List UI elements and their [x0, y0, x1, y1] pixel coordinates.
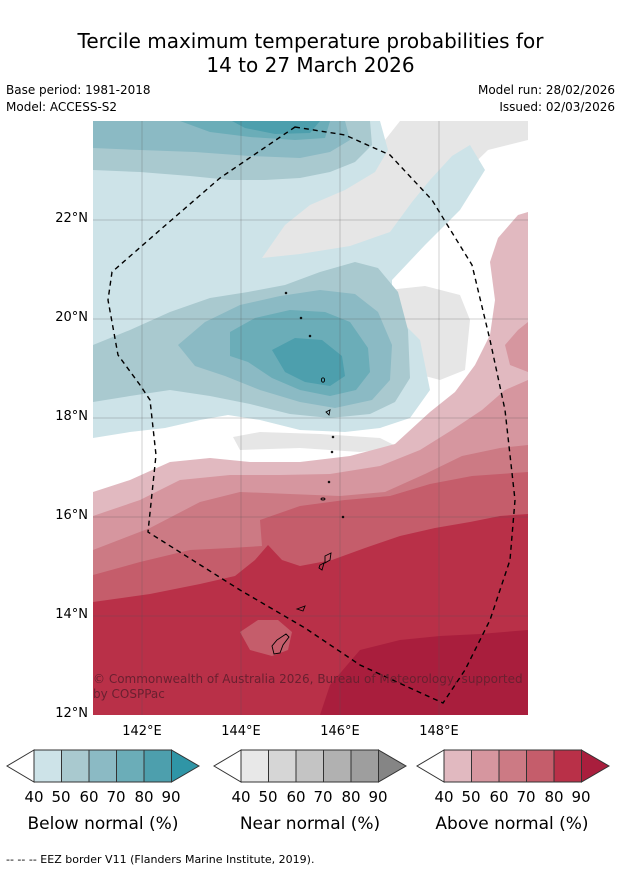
cbar-above-tick: 50: [461, 788, 481, 806]
lon-label-148e: 148°E: [419, 724, 459, 739]
islands: [271, 291, 345, 655]
cbar-above-tick: 80: [544, 788, 564, 806]
chart-title-line2: 14 to 27 March 2026: [206, 53, 415, 77]
lat-label-14n: 14°N: [55, 607, 88, 622]
cbar-near-tick: 40: [231, 788, 251, 806]
cbar-near-tick: 70: [313, 788, 333, 806]
colorbar-below-under-arrow: [6, 749, 35, 783]
colorbar-above-over-arrow: [581, 749, 610, 783]
colorbar-near-over-arrow: [378, 749, 407, 783]
colorbar-near-under-arrow: [213, 749, 242, 783]
below-normal-70: [180, 121, 370, 396]
colorbar-above-swatch-1: [471, 749, 500, 783]
cbar-above-title: Above normal (%): [435, 814, 589, 834]
issued-date: Issued: 02/03/2026: [499, 100, 615, 114]
guam-patch-lighter: [240, 620, 292, 656]
guam-island: [271, 633, 290, 655]
colorbar-near-swatch-4: [350, 749, 379, 783]
cbar-near-tick: 50: [258, 788, 278, 806]
chart-title-line1: Tercile maximum temperature probabilitie…: [77, 29, 544, 53]
cbar-near-tick: 60: [286, 788, 306, 806]
eez-border: [107, 126, 516, 704]
cbar-below-tick: 70: [106, 788, 126, 806]
lat-label-22n: 22°N: [55, 211, 88, 226]
model-name: Model: ACCESS-S2: [6, 100, 118, 114]
lat-label-16n: 16°N: [55, 508, 88, 523]
cbar-above-tick: 90: [571, 788, 591, 806]
cbar-below-tick: 90: [161, 788, 181, 806]
model-run: Model run: 28/02/2026: [477, 83, 615, 97]
colorbar-below-swatch-0: [33, 749, 62, 783]
cbar-near-tick: 90: [368, 788, 388, 806]
colorbar-above-swatch-4: [553, 749, 582, 783]
cbar-above-tick: 60: [489, 788, 509, 806]
base-period: Base period: 1981-2018: [6, 83, 151, 97]
colorbar-near-swatch-0: [240, 749, 269, 783]
colorbar-below-over-arrow: [171, 749, 200, 783]
lon-label-142e: 142°E: [122, 724, 162, 739]
above-normal-90: [320, 630, 528, 715]
colorbar-above-under-arrow: [416, 749, 445, 783]
near-normal-region-south: [233, 432, 400, 452]
cbar-near-tick: 80: [341, 788, 361, 806]
cbar-below-tick: 60: [79, 788, 99, 806]
lat-label-12n: 12°N: [55, 706, 88, 721]
colorbar-below-swatch-1: [61, 749, 90, 783]
colorbar-below-swatch-3: [116, 749, 145, 783]
colorbar-above-normal: [416, 749, 610, 783]
cbar-below-tick: 50: [51, 788, 71, 806]
lon-label-144e: 144°E: [221, 724, 261, 739]
colorbar-above-swatch-0: [443, 749, 472, 783]
lat-label-18n: 18°N: [55, 409, 88, 424]
colorbar-near-swatch-2: [295, 749, 324, 783]
copyright-notice: © Commonwealth of Australia 2026, Bureau…: [93, 672, 523, 701]
colorbar-above-swatch-3: [526, 749, 555, 783]
graticule: [93, 121, 528, 715]
cbar-below-title: Below normal (%): [27, 814, 179, 834]
colorbar-near-swatch-1: [268, 749, 297, 783]
below-normal-80: [232, 121, 345, 386]
cbar-below-tick: 80: [134, 788, 154, 806]
cbar-below-tick: 40: [24, 788, 44, 806]
cbar-above-tick: 40: [434, 788, 454, 806]
colorbar-below-swatch-4: [143, 749, 172, 783]
colorbar-below-normal: [6, 749, 200, 783]
colorbar-near-normal: [213, 749, 407, 783]
cbar-above-tick: 70: [516, 788, 536, 806]
lon-label-146e: 146°E: [320, 724, 360, 739]
colorbar-above-swatch-2: [498, 749, 527, 783]
colorbar-below-swatch-2: [88, 749, 117, 783]
lat-label-20n: 20°N: [55, 310, 88, 325]
colorbar-near-swatch-3: [323, 749, 352, 783]
cbar-near-title: Near normal (%): [239, 814, 381, 834]
eez-legend-footer: -- -- -- EEZ border V11 (Flanders Marine…: [6, 853, 315, 866]
